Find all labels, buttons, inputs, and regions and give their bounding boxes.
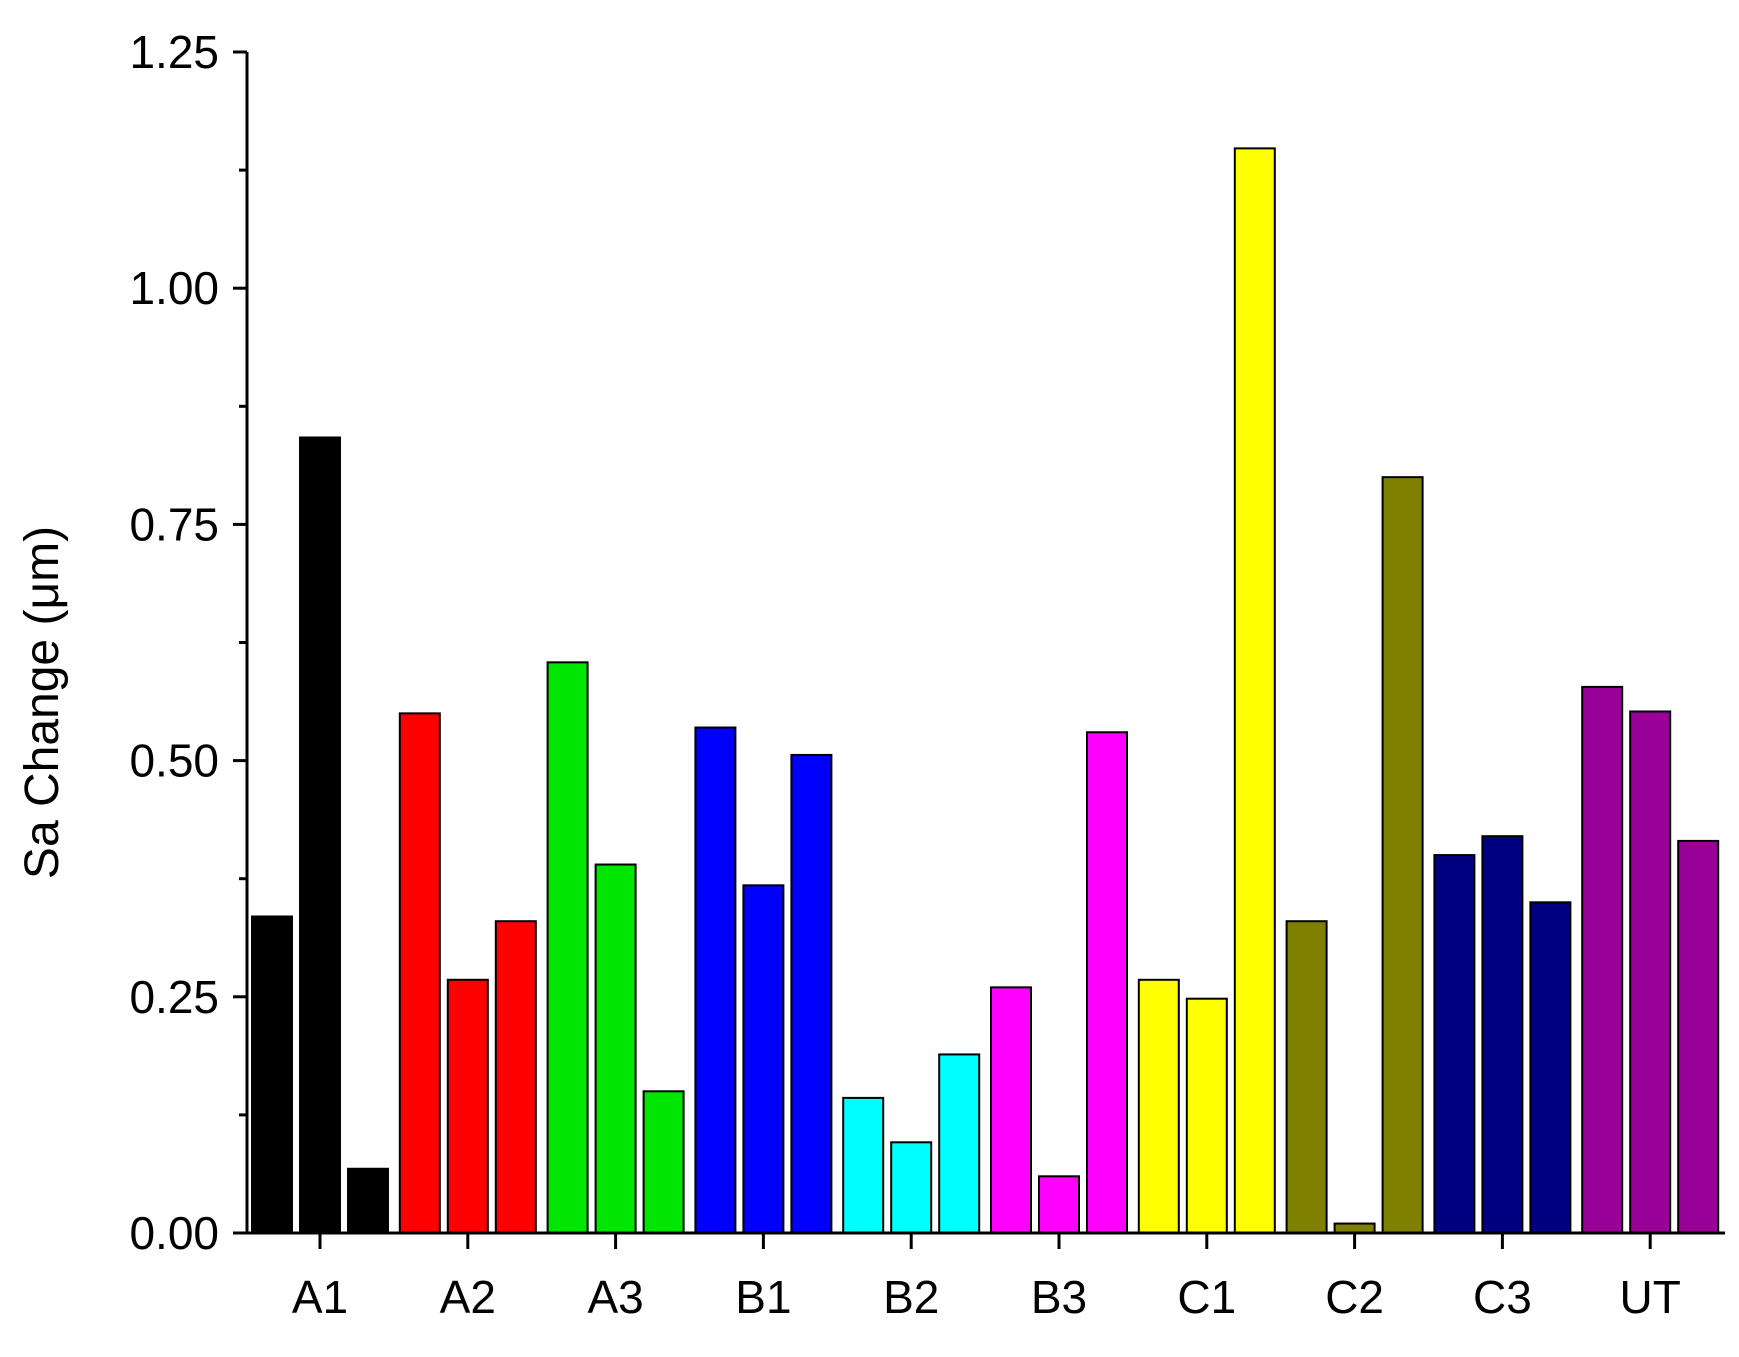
bar-UT-3 [1677,839,1720,1235]
x-tick-label: B2 [883,1271,939,1323]
bar-UT-2 [1629,710,1672,1234]
x-tick-label: C1 [1177,1271,1236,1323]
x-tick-label: B1 [735,1271,791,1323]
y-tick-label: 1.25 [129,26,219,78]
bar-A3-3 [642,1090,685,1235]
x-tick-label: A2 [440,1271,496,1323]
x-tick-label: A3 [587,1271,643,1323]
bar-B3-2 [1038,1175,1080,1235]
y-ticks: 0.00 0.25 0.50 0.75 1.00 1.25 [129,26,247,1259]
x-tick-label: C2 [1325,1271,1384,1323]
bar-A1-3 [347,1167,389,1234]
y-tick-label: 1.00 [129,262,219,314]
bar-C3-1 [1433,854,1476,1235]
bar-C1-2 [1185,997,1228,1234]
x-ticks: A1 A2 A3 B1 B2 B3 C1 C2 C3 UT [292,1233,1681,1323]
bar-B2-1 [842,1096,885,1234]
bar-C1-1 [1137,978,1180,1234]
bar-B3-1 [990,986,1032,1234]
bar-A2-1 [398,712,441,1234]
y-tick-label: 0.50 [129,735,219,787]
bar-B3-3 [1086,731,1128,1234]
bar-UT-1 [1581,685,1624,1234]
bar-A3-1 [546,661,589,1234]
bar-B1-3 [790,753,833,1234]
bars-layer [251,147,1720,1235]
bar-C3-3 [1529,901,1572,1234]
x-tick-label: B3 [1031,1271,1087,1323]
bar-A2-3 [494,920,537,1234]
y-tick-label: 0.25 [129,971,219,1023]
x-tick-label: C3 [1473,1271,1532,1323]
bar-B1-2 [742,884,785,1234]
bar-C1-3 [1233,147,1276,1234]
x-tick-label: UT [1620,1271,1681,1323]
bar-C2-1 [1285,920,1328,1234]
x-tick-label: A1 [292,1271,348,1323]
bar-C3-2 [1481,835,1524,1235]
bar-B2-3 [938,1053,981,1234]
bar-A2-2 [446,978,489,1234]
bar-B1-1 [694,726,737,1234]
bar-A3-2 [594,863,637,1234]
y-tick-label: 0.75 [129,498,219,550]
y-axis-title: Sa Change (μm) [16,526,69,879]
bar-C2-3 [1381,476,1424,1235]
bar-B2-2 [890,1141,933,1234]
bar-A1-1 [251,915,293,1234]
bar-A1-2 [299,436,341,1234]
y-tick-label: 0.00 [129,1207,219,1259]
